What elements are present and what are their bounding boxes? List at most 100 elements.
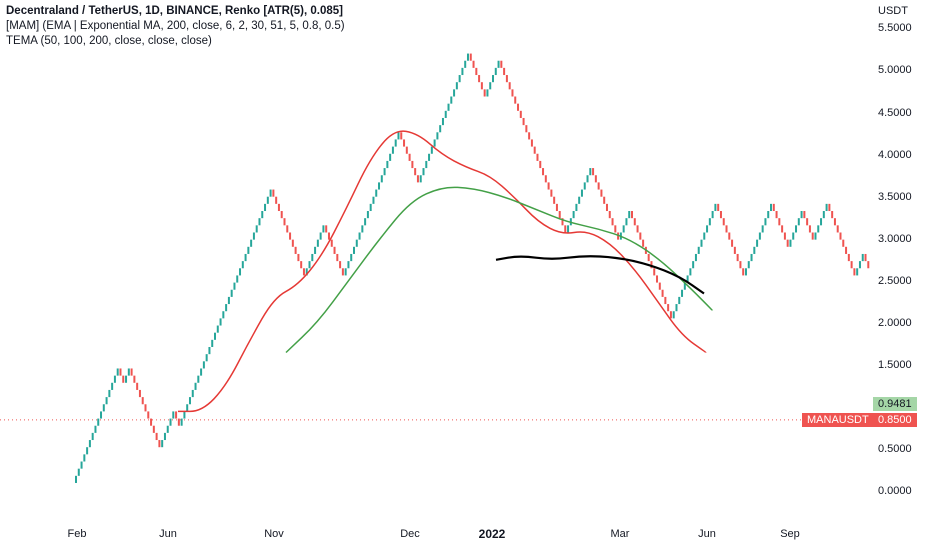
renko-brick-up (166, 425, 169, 433)
renko-brick-up (319, 232, 322, 240)
renko-brick-up (575, 203, 578, 212)
time-tick-label: Feb (67, 528, 87, 540)
renko-brick-down (503, 67, 506, 76)
renko-brick-down (603, 196, 606, 204)
renko-brick-up (441, 117, 444, 126)
renko-brick-down (522, 117, 525, 126)
renko-brick-down (325, 225, 328, 233)
renko-brick-up (108, 389, 111, 398)
renko-brick-down (150, 418, 153, 426)
renko-brick-down (289, 232, 292, 240)
renko-brick-down (300, 261, 303, 269)
renko-brick-up (578, 196, 581, 204)
renko-brick-down (416, 175, 419, 183)
price-axis[interactable]: USDT 5.5000 5.0000 4.5000 4.0000 3.5000 3.000… (870, 0, 932, 550)
renko-brick-up (239, 268, 242, 276)
renko-brick-down (611, 218, 614, 226)
renko-brick-up (169, 418, 172, 426)
renko-brick-down (839, 232, 842, 240)
renko-brick-up (625, 218, 628, 226)
time-axis[interactable]: Feb Jun Nov Dec 2022 Mar Jun Sep (0, 520, 870, 550)
time-tick-label: Dec (400, 528, 420, 540)
renko-brick-down (831, 211, 834, 219)
renko-brick-up (314, 246, 317, 254)
renko-brick-up (197, 375, 200, 383)
renko-brick-down (864, 253, 867, 262)
renko-brick-up (261, 211, 264, 219)
time-tick-label: 2022 (478, 527, 506, 541)
renko-brick-up (580, 189, 583, 197)
renko-brick-up (252, 232, 255, 240)
renko-brick-down (478, 75, 481, 83)
renko-brick-up (258, 218, 261, 226)
renko-brick-down (517, 103, 520, 111)
renko-brick-up (394, 139, 397, 147)
renko-brick-up (767, 211, 770, 219)
renko-brick-down (130, 368, 133, 376)
renko-brick-up (856, 268, 859, 276)
renko-brick-up (461, 67, 464, 76)
renko-brick-up (244, 253, 247, 262)
renko-brick-up (486, 89, 489, 97)
renko-brick-up (205, 354, 208, 362)
renko-brick-down (725, 225, 728, 233)
renko-brick-up (686, 275, 689, 283)
chart-legend: Decentraland / TetherUS, 1D, BINANCE, Re… (6, 4, 345, 49)
renko-brick-up (672, 311, 675, 319)
renko-brick-up (825, 203, 828, 212)
renko-brick-down (731, 239, 734, 247)
renko-brick-up (111, 382, 114, 390)
renko-brick-down (656, 275, 659, 283)
renko-brick-up (77, 468, 80, 476)
renko-brick-down (633, 218, 636, 226)
renko-brick-up (269, 189, 272, 197)
renko-brick-up (572, 211, 575, 219)
renko-brick-down (294, 246, 297, 254)
renko-brick-up (266, 196, 269, 204)
renko-brick-up (494, 67, 497, 76)
price-axis-unit: USDT (878, 5, 908, 17)
renko-brick-down (781, 225, 784, 233)
renko-brick-up (194, 382, 197, 390)
renko-brick-down (280, 211, 283, 219)
renko-brick-down (842, 239, 845, 247)
renko-brick-down (514, 96, 517, 104)
renko-brick-down (786, 239, 789, 247)
chart-plot-area[interactable] (0, 0, 870, 520)
renko-brick-up (214, 332, 216, 340)
renko-brick-up (200, 368, 203, 376)
renko-brick-down (550, 189, 553, 197)
renko-brick-down (592, 168, 595, 176)
price-tick-label: 0.0000 (878, 485, 912, 498)
renko-brick-down (772, 203, 775, 212)
renko-brick-down (144, 404, 147, 412)
renko-brick-down (719, 211, 722, 219)
renko-brick-down (853, 268, 856, 276)
renko-brick-down (277, 203, 280, 212)
legend-mam-indicator[interactable]: [MAM] (EMA | Exponential MA, 200, close,… (6, 20, 345, 32)
price-tick-label: 5.0000 (878, 64, 912, 77)
upper-value-badge: 0.9481 (873, 397, 917, 411)
renko-brick-up (105, 397, 108, 405)
renko-brick-down (528, 132, 531, 140)
renko-brick-up (820, 218, 823, 226)
renko-brick-down (539, 160, 542, 169)
renko-brick-down (739, 261, 742, 269)
renko-brick-down (177, 418, 180, 426)
renko-brick-down (536, 153, 539, 161)
renko-brick-up (678, 296, 681, 305)
renko-brick-up (219, 318, 222, 326)
legend-tema-indicator[interactable]: TEMA (50, 100, 200, close, close, close) (6, 35, 212, 47)
renko-brick-down (775, 211, 778, 219)
price-tick-label: 1.5000 (878, 359, 912, 372)
time-tick-label: Sep (780, 528, 800, 540)
renko-brick-up (350, 253, 353, 262)
renko-brick-up (458, 75, 461, 83)
renko-brick-up (80, 461, 83, 469)
renko-brick-up (800, 211, 803, 219)
renko-brick-up (817, 225, 820, 233)
renko-brick-down (400, 132, 403, 140)
renko-brick-up (94, 425, 97, 433)
renko-brick-down (175, 411, 178, 419)
renko-brick-down (480, 82, 483, 90)
